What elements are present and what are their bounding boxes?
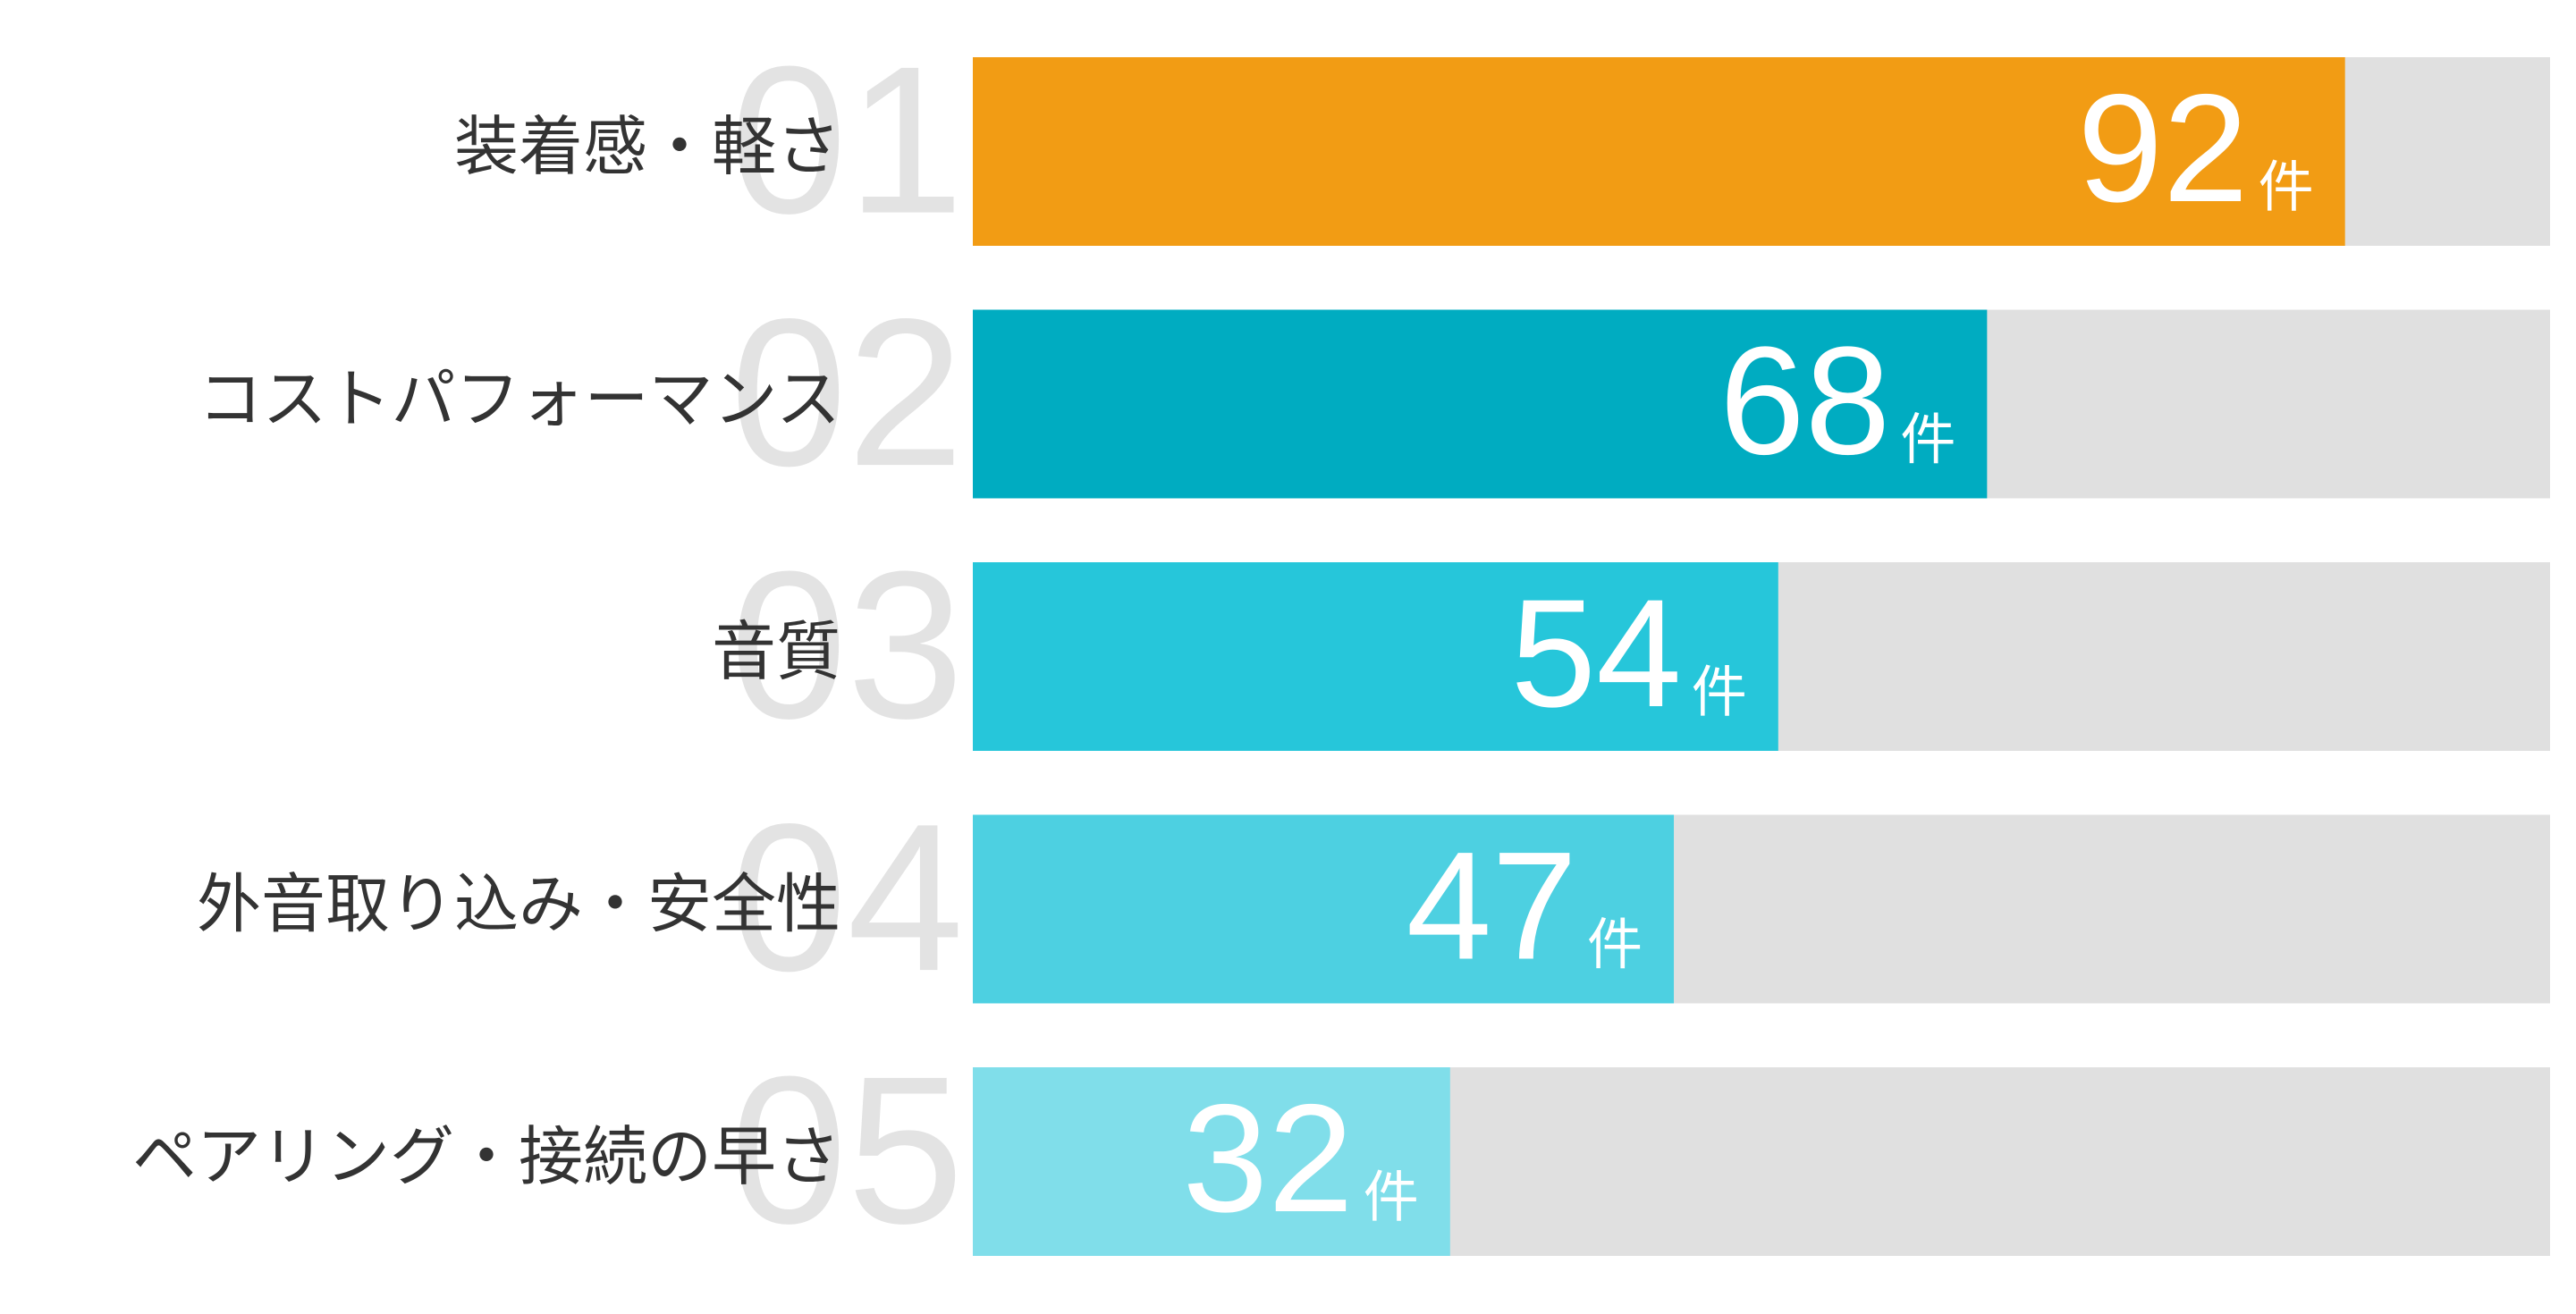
value-unit: 件 (1692, 660, 1747, 725)
bar (973, 309, 1988, 499)
category-label: 外音取り込み・安全性 (197, 867, 840, 942)
value-label: 32 (1182, 1073, 1353, 1244)
category-label: コストパフォーマンス (198, 362, 840, 437)
value-unit: 件 (1587, 912, 1643, 977)
value-label: 68 (1719, 315, 1890, 486)
category-label: 音質 (712, 614, 840, 689)
category-label: ペアリング・接続の早さ (132, 1119, 840, 1194)
rank-number: 04 (731, 779, 964, 1015)
category-label: 装着感・軽さ (454, 109, 840, 184)
value-label: 92 (2077, 63, 2248, 234)
rank-number: 01 (731, 22, 964, 257)
bar (973, 57, 2345, 246)
value-label: 47 (1406, 820, 1577, 991)
rank-number: 03 (731, 527, 964, 762)
bar (973, 814, 1675, 1004)
value-label: 54 (1510, 568, 1681, 739)
rank-number: 02 (731, 274, 964, 510)
bar (973, 562, 1778, 751)
bar (973, 1067, 1450, 1256)
value-unit: 件 (1364, 1165, 1419, 1230)
rank-number: 05 (731, 1032, 964, 1268)
value-unit: 件 (1900, 407, 1955, 472)
value-unit: 件 (2259, 155, 2314, 220)
